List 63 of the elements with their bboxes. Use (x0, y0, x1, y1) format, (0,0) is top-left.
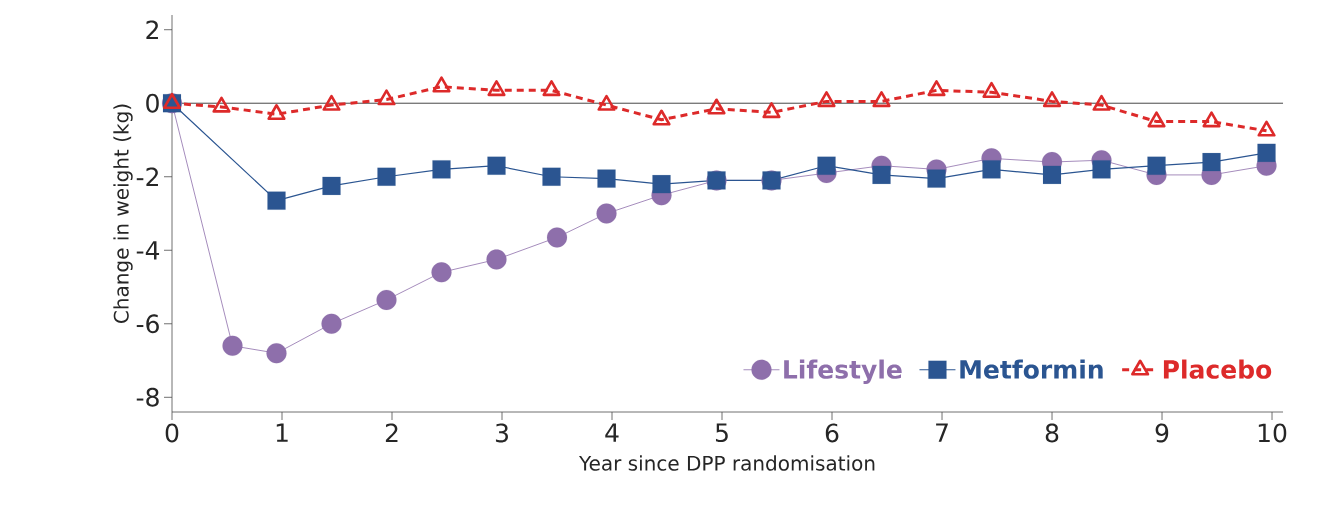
x-tick-label: 5 (715, 423, 728, 443)
legend-label: Metformin (960, 359, 1103, 379)
point (432, 160, 451, 179)
x-tick-label: 9 (1155, 423, 1169, 443)
point (652, 175, 671, 194)
point (1147, 156, 1166, 175)
point (1257, 120, 1276, 137)
point (432, 76, 451, 93)
point (322, 94, 341, 111)
x-tick-label: 7 (936, 423, 948, 442)
point (1092, 94, 1111, 111)
point (322, 176, 341, 195)
point (982, 81, 1001, 98)
point (267, 103, 286, 121)
point (1042, 91, 1062, 108)
y-tick-label: -2 (136, 167, 158, 187)
point (1202, 111, 1221, 128)
x-axis-title: Year since DPP randomisation (578, 455, 875, 471)
point (927, 80, 946, 97)
point (596, 203, 617, 224)
point (817, 156, 836, 175)
legend-label: Lifestyle (784, 359, 902, 384)
y-axis-title: Change in weight (kg) (113, 104, 133, 323)
y-tick-label: 2 (146, 20, 158, 39)
point (542, 80, 561, 97)
point (982, 160, 1001, 179)
y-tick-label: -8 (136, 387, 159, 407)
point (707, 98, 726, 115)
point (1202, 152, 1221, 172)
point (377, 167, 396, 186)
point (267, 191, 286, 210)
point (597, 169, 616, 188)
point (872, 91, 891, 108)
point (817, 91, 836, 108)
point (597, 94, 616, 111)
legend-label: Placebo (1163, 359, 1272, 379)
point (762, 102, 781, 119)
x-tick-label: 1 (276, 423, 288, 442)
point (486, 249, 507, 270)
y-tick-label: -4 (136, 241, 160, 260)
point (542, 167, 561, 186)
point (1147, 111, 1166, 128)
x-tick-label: 0 (165, 423, 179, 443)
x-tick-label: 3 (495, 423, 508, 443)
point (1042, 165, 1062, 184)
x-tick-label: 6 (825, 423, 839, 443)
point (1092, 160, 1111, 179)
x-tick-label: 10 (1258, 423, 1287, 443)
y-tick-label: -6 (136, 314, 159, 334)
y-tick-label: 0 (146, 93, 159, 113)
point (546, 227, 568, 248)
point (927, 169, 946, 188)
point (487, 156, 506, 175)
point (212, 96, 231, 113)
point (1257, 143, 1276, 162)
point (652, 109, 671, 126)
point (431, 262, 452, 283)
x-tick-label: 4 (605, 423, 619, 442)
x-tick-label: 8 (1045, 423, 1059, 443)
point (487, 80, 506, 97)
point (872, 165, 891, 184)
x-tick-label: 2 (385, 423, 398, 443)
point (377, 89, 396, 106)
